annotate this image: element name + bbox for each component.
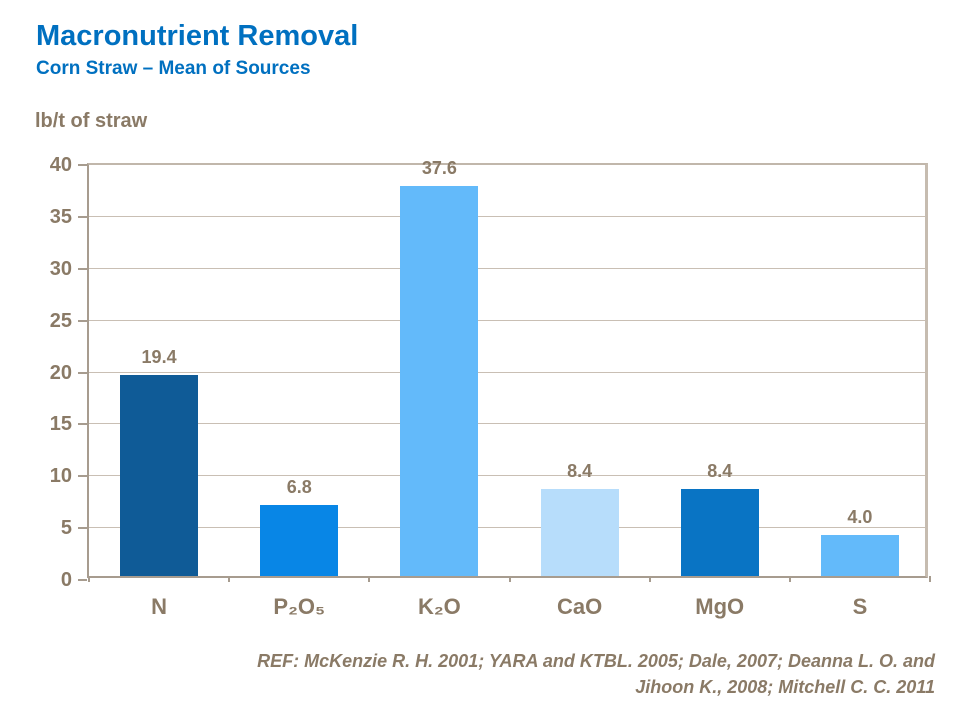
bar-value-label-N: 19.4 (141, 346, 177, 367)
y-tick-label: 5 (60, 517, 72, 540)
y-axis-tick (78, 423, 87, 426)
y-axis-tick (78, 215, 87, 218)
bar-MgO (680, 488, 759, 576)
x-axis-label-N: N (151, 594, 168, 619)
x-axis-tick (228, 576, 231, 582)
bar-value-label-K2O: 37.6 (421, 157, 457, 178)
bar-S (820, 534, 899, 576)
y-tick-label: 15 (49, 413, 72, 436)
y-axis-tick (78, 164, 87, 166)
x-axis-tick (648, 576, 651, 582)
y-axis-tick (78, 267, 87, 270)
x-axis-label-MgO: MgO (695, 594, 745, 619)
bar-chart-plot-area: 0 5 10 15 20 25 30 35 40 19.4 N 6.8 P₂O₅ 37.6 K₂O 8.4 Ca… (50, 154, 931, 619)
x-axis-label-K2O: K₂O (418, 594, 461, 619)
bar-value-label-CaO: 8.4 (567, 460, 593, 481)
x-axis-label-P2O5: P₂O₅ (273, 594, 326, 619)
gridline-15 (89, 423, 925, 425)
gridline-5 (89, 527, 925, 529)
bar-P2O5 (260, 505, 339, 576)
gridline-20 (89, 371, 925, 373)
bar-value-label-P2O5: 6.8 (286, 477, 312, 498)
page-subtitle: Corn Straw – Mean of Sources (36, 58, 311, 79)
bar-N (120, 374, 199, 576)
y-tick-label: 10 (49, 465, 72, 488)
x-axis-tick (929, 576, 931, 582)
reference-text: REF: McKenzie R. H. 2001; YARA and KTBL.… (35, 648, 935, 700)
y-tick-label: 30 (49, 257, 72, 280)
y-axis-tick (78, 371, 87, 374)
y-axis-title: lb/t of straw (35, 110, 148, 132)
y-tick-label: 25 (49, 309, 72, 332)
y-tick-label: 35 (49, 205, 72, 228)
y-tick-label: 40 (49, 154, 72, 176)
bar-K2O (400, 185, 479, 576)
bar-CaO (540, 488, 619, 576)
x-axis-label-S: S (852, 594, 868, 619)
gridline-10 (89, 475, 925, 477)
gridline-35 (89, 215, 925, 217)
x-axis-tick (508, 576, 511, 582)
x-axis-tick (788, 576, 791, 582)
y-axis-tick (78, 319, 87, 322)
y-tick-label: 0 (60, 569, 72, 591)
reference-line-1: REF: McKenzie R. H. 2001; YARA and KTBL.… (257, 651, 935, 671)
x-axis-tick (88, 576, 90, 582)
reference-line-2: Jihoon K., 2008; Mitchell C. C. 2011 (635, 677, 935, 697)
y-axis-tick (78, 527, 87, 530)
y-tick-label: 20 (49, 361, 72, 384)
page-title: Macronutrient Removal (36, 20, 359, 52)
y-axis-tick (78, 475, 87, 478)
y-axis-tick (78, 579, 87, 581)
x-axis-label-CaO: CaO (556, 594, 603, 619)
x-axis-tick (368, 576, 371, 582)
gridline-25 (89, 319, 925, 321)
bar-value-label-S: 4.0 (847, 506, 873, 527)
bar-value-label-MgO: 8.4 (707, 460, 733, 481)
gridline-30 (89, 267, 925, 269)
